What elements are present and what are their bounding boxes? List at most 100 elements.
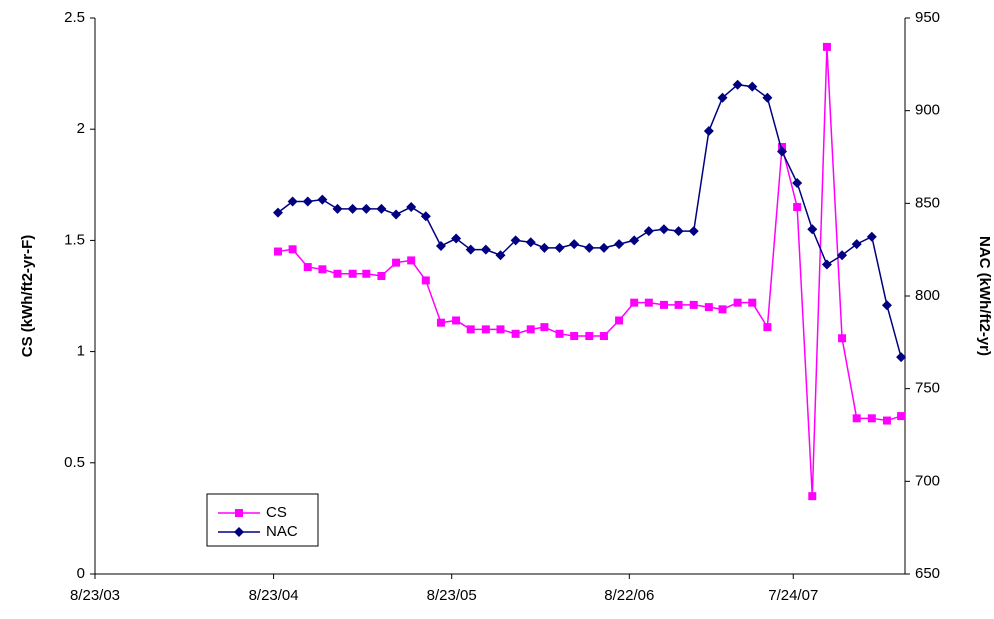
marker-square bbox=[436, 318, 445, 327]
y2-tick-label: 700 bbox=[915, 472, 940, 489]
marker-square bbox=[808, 492, 817, 501]
marker-diamond bbox=[777, 146, 788, 157]
y-tick-label: 2.5 bbox=[64, 9, 85, 26]
marker-diamond bbox=[420, 211, 431, 222]
marker-square bbox=[511, 329, 520, 338]
marker-square bbox=[570, 332, 579, 341]
y2-tick-label: 850 bbox=[915, 194, 940, 211]
marker-diamond bbox=[376, 203, 387, 214]
marker-diamond bbox=[732, 79, 743, 90]
marker-diamond bbox=[821, 259, 832, 270]
marker-diamond bbox=[451, 233, 462, 244]
series-line bbox=[277, 46, 902, 497]
marker-diamond bbox=[866, 231, 877, 242]
marker-diamond bbox=[406, 202, 417, 213]
marker-diamond bbox=[762, 92, 773, 103]
marker-square bbox=[555, 329, 564, 338]
marker-square bbox=[333, 269, 342, 278]
y-tick-label: 1 bbox=[77, 343, 85, 360]
marker-diamond bbox=[332, 203, 343, 214]
marker-diamond bbox=[658, 224, 669, 235]
marker-square bbox=[615, 316, 624, 325]
marker-square bbox=[630, 298, 639, 307]
legend-marker bbox=[235, 509, 243, 517]
marker-square bbox=[748, 298, 757, 307]
y2-tick-label: 750 bbox=[915, 380, 940, 397]
marker-diamond bbox=[792, 177, 803, 188]
marker-square bbox=[822, 42, 831, 51]
marker-square bbox=[481, 325, 490, 334]
marker-square bbox=[689, 300, 698, 309]
y-axis-title: CS (kWh/ft2-yr-F) bbox=[19, 235, 36, 358]
marker-square bbox=[421, 276, 430, 285]
marker-diamond bbox=[896, 352, 907, 363]
marker-square bbox=[466, 325, 475, 334]
marker-diamond bbox=[851, 239, 862, 250]
legend-label: NAC bbox=[266, 523, 298, 540]
marker-diamond bbox=[287, 196, 298, 207]
x-tick-label: 7/24/07 bbox=[768, 587, 818, 604]
marker-square bbox=[303, 263, 312, 272]
y2-axis-title: NAC (kWh/ft2-yr) bbox=[976, 236, 993, 356]
marker-square bbox=[897, 412, 906, 421]
marker-diamond bbox=[584, 242, 595, 253]
marker-square bbox=[718, 305, 727, 314]
legend-marker bbox=[234, 527, 244, 537]
marker-square bbox=[704, 303, 713, 312]
marker-diamond bbox=[643, 226, 654, 237]
x-tick-label: 8/23/03 bbox=[70, 587, 120, 604]
y-tick-label: 0 bbox=[77, 565, 85, 582]
marker-diamond bbox=[391, 209, 402, 220]
marker-diamond bbox=[525, 237, 536, 248]
marker-diamond bbox=[688, 226, 699, 237]
marker-square bbox=[838, 334, 847, 343]
legend-label: CS bbox=[266, 504, 287, 521]
marker-diamond bbox=[272, 207, 283, 218]
marker-diamond bbox=[539, 242, 550, 253]
marker-square bbox=[882, 416, 891, 425]
y2-tick-label: 800 bbox=[915, 287, 940, 304]
marker-square bbox=[852, 414, 861, 423]
marker-square bbox=[659, 300, 668, 309]
marker-diamond bbox=[807, 224, 818, 235]
x-tick-label: 8/23/04 bbox=[249, 587, 299, 604]
marker-square bbox=[793, 203, 802, 212]
marker-square bbox=[644, 298, 653, 307]
x-tick-label: 8/22/06 bbox=[604, 587, 654, 604]
marker-square bbox=[273, 247, 282, 256]
marker-square bbox=[599, 332, 608, 341]
marker-diamond bbox=[302, 196, 313, 207]
marker-diamond bbox=[361, 203, 372, 214]
legend-box bbox=[206, 493, 319, 547]
marker-square bbox=[526, 325, 535, 334]
marker-square bbox=[674, 300, 683, 309]
y2-tick-label: 950 bbox=[915, 9, 940, 26]
y-tick-label: 2 bbox=[77, 120, 85, 137]
marker-square bbox=[348, 269, 357, 278]
marker-diamond bbox=[554, 242, 565, 253]
marker-square bbox=[288, 245, 297, 254]
marker-square bbox=[377, 271, 386, 280]
y-tick-label: 1.5 bbox=[64, 231, 85, 248]
series-line bbox=[277, 83, 902, 358]
marker-square bbox=[452, 316, 461, 325]
marker-square bbox=[392, 258, 401, 267]
x-tick-label: 8/23/05 bbox=[427, 587, 477, 604]
marker-square bbox=[733, 298, 742, 307]
marker-square bbox=[867, 414, 876, 423]
marker-square bbox=[540, 323, 549, 332]
marker-square bbox=[407, 256, 416, 265]
marker-diamond bbox=[510, 235, 521, 246]
marker-square bbox=[585, 332, 594, 341]
marker-diamond bbox=[347, 203, 358, 214]
marker-square bbox=[763, 323, 772, 332]
marker-square bbox=[318, 265, 327, 274]
marker-diamond bbox=[747, 81, 758, 92]
y2-tick-label: 650 bbox=[915, 565, 940, 582]
y2-tick-label: 900 bbox=[915, 102, 940, 119]
marker-diamond bbox=[480, 244, 491, 255]
marker-square bbox=[362, 269, 371, 278]
marker-diamond bbox=[614, 239, 625, 250]
marker-diamond bbox=[673, 226, 684, 237]
